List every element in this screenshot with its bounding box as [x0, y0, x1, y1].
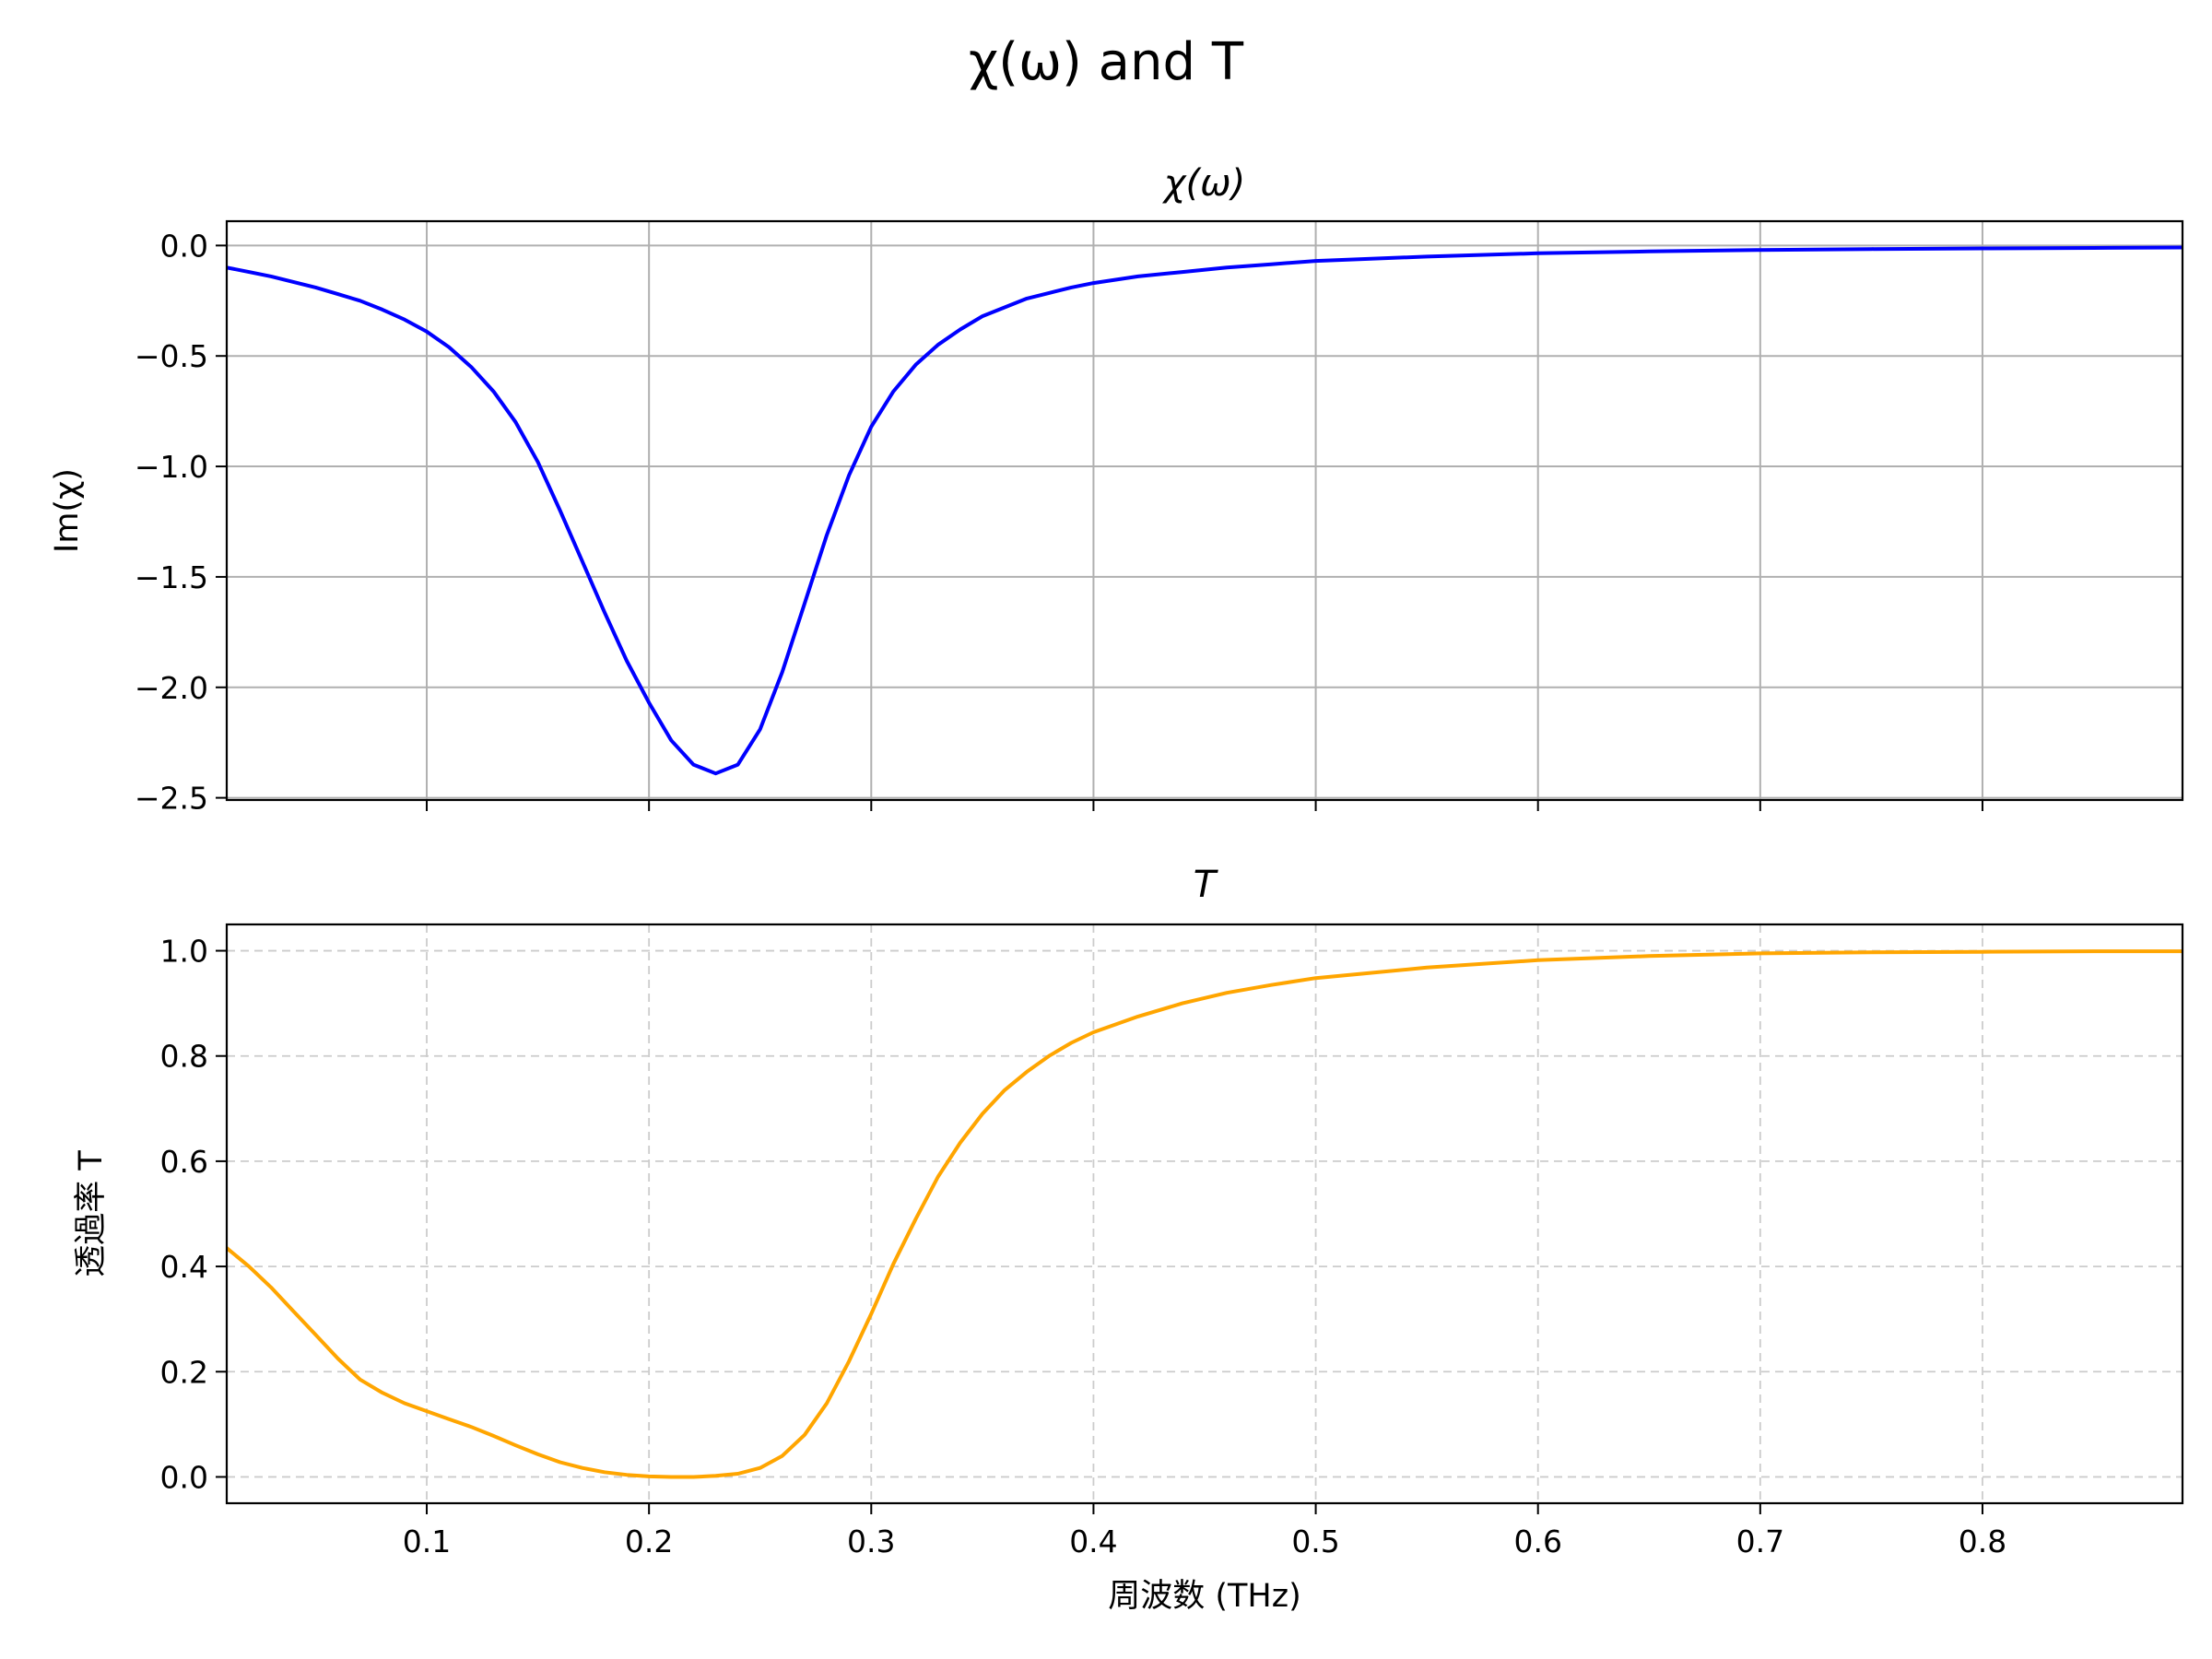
panel2-frame — [225, 923, 2184, 1505]
panel1-y-tick-label: −1.0 — [135, 449, 208, 485]
panel1-y-axis-label: Im(χ) — [49, 468, 86, 553]
panel1-y-tick-label: −0.5 — [135, 338, 208, 374]
panel2-series-line — [227, 949, 2183, 1479]
panel2-title: T — [1194, 864, 1219, 906]
panel2-x-tick-label: 0.5 — [1291, 1524, 1339, 1559]
figure-title: χ(ω) and T — [969, 32, 1244, 92]
panel2-y-tick-label: 0.8 — [160, 1039, 208, 1075]
panel1-y-tick-label: −1.5 — [135, 559, 208, 595]
panel1-y-tick-label: −2.5 — [135, 781, 208, 817]
panel2-x-tick-label: 0.8 — [1959, 1524, 2006, 1559]
panel2-y-tick-label: 0.0 — [160, 1459, 208, 1495]
panel2-x-tick-label: 0.4 — [1069, 1524, 1117, 1559]
panel2-y-axis-label: 透過率 T — [73, 1150, 110, 1277]
panel2-x-tick-label: 0.1 — [403, 1524, 451, 1559]
panel1-y-tick-label: −2.0 — [135, 670, 208, 706]
panel2-y-tick-label: 0.6 — [160, 1144, 208, 1180]
panel2-y-tick-label: 0.4 — [160, 1249, 208, 1285]
panel2-x-tick-label: 0.3 — [847, 1524, 895, 1559]
panel1-y-tick-label: 0.0 — [160, 228, 208, 264]
panel2-y-tick-label: 0.2 — [160, 1354, 208, 1390]
panel1-frame — [225, 219, 2184, 802]
panel1-series-line — [227, 245, 2183, 776]
panel2-y-tick-label: 1.0 — [160, 934, 208, 970]
panel2-x-tick-label: 0.7 — [1736, 1524, 1784, 1559]
panel2-x-tick-label: 0.6 — [1513, 1524, 1561, 1559]
panel2-x-axis-label: 周波数 (THz) — [1108, 1578, 1301, 1615]
panel1-title: χ(ω) — [1162, 162, 1245, 205]
panel2-x-tick-label: 0.2 — [625, 1524, 673, 1559]
